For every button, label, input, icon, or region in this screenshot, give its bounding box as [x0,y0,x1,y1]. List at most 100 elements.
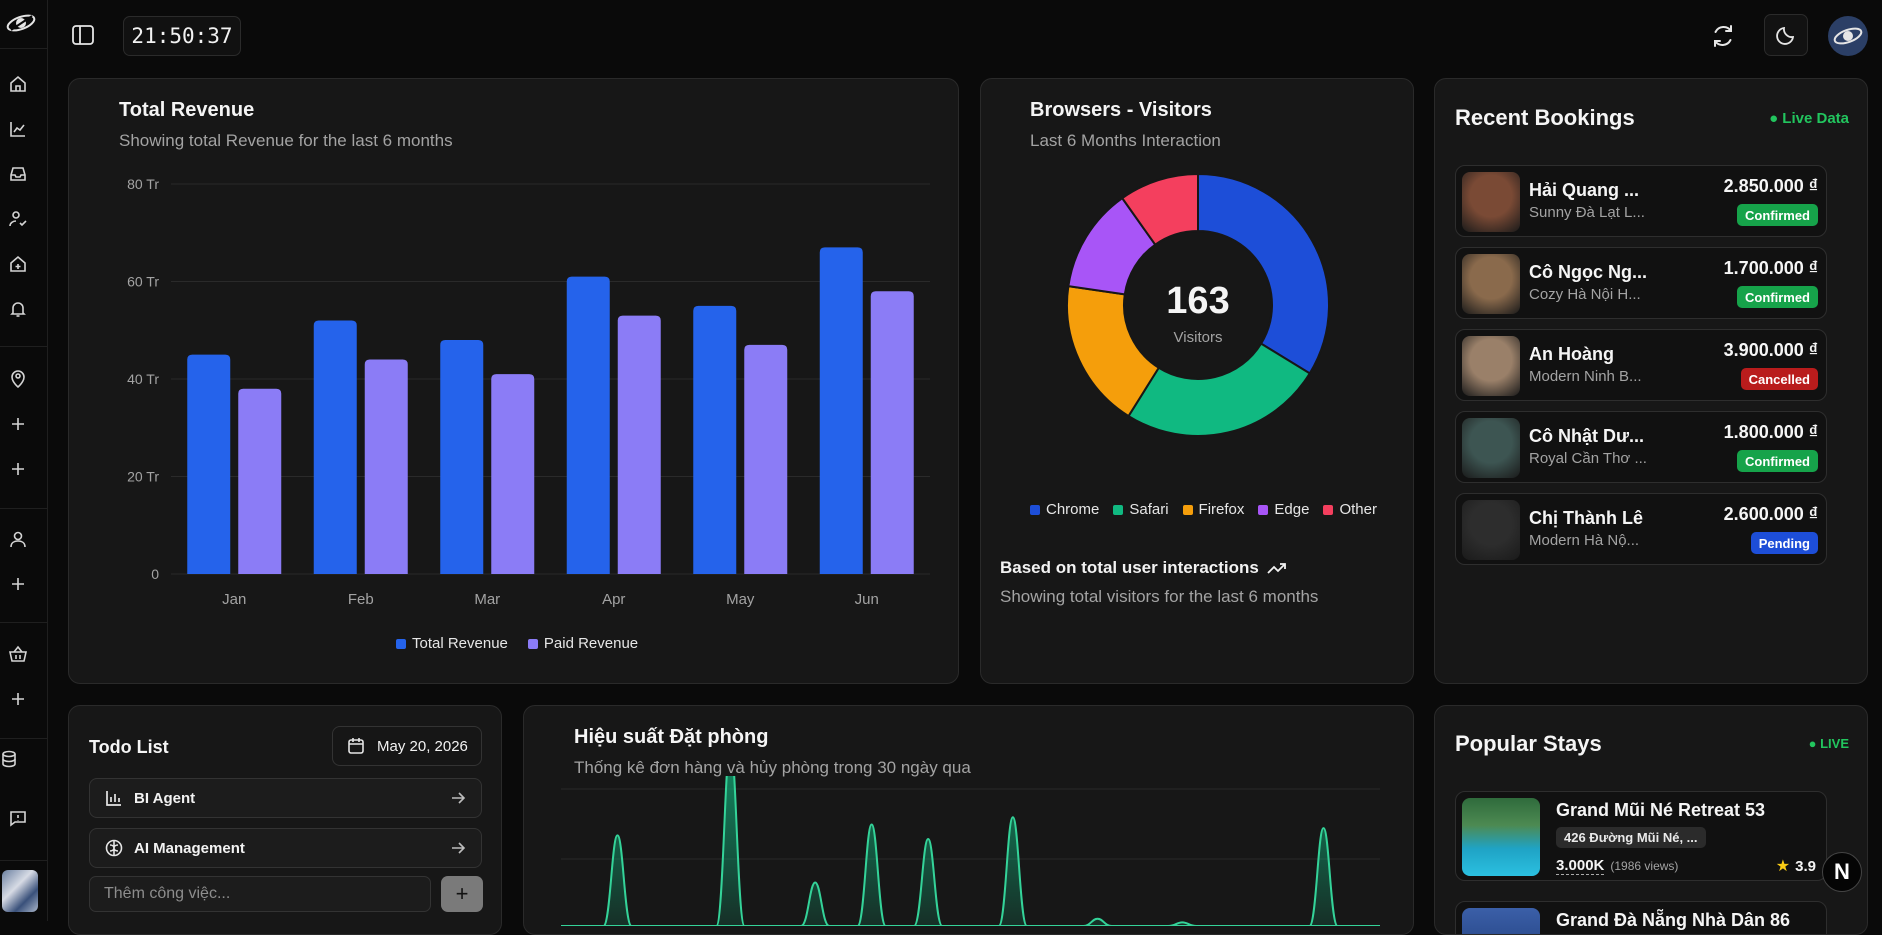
bell-icon[interactable] [6,297,30,321]
calendar-icon [348,738,364,754]
browsers-subtitle: Last 6 Months Interaction [1030,131,1221,150]
todo-item-label: AI Management [134,839,245,857]
bar-total-jun[interactable] [819,247,863,574]
performance-title: Hiệu suất Đặt phòng [574,726,769,748]
browsers-title: Browsers - Visitors [1030,99,1212,121]
performance-card: Hiệu suất Đặt phòng Thống kê đơn hàng và… [523,705,1414,935]
x-tick-label: Feb [348,591,374,608]
booking-item[interactable]: Cô Nhật Dư... Royal Cần Thơ ... 1.800.000 … [1455,411,1827,483]
sidebar-toggle-icon[interactable] [70,22,96,48]
bar-total-may[interactable] [693,305,737,574]
bar-paid-jan[interactable] [238,388,282,574]
bar-total-apr[interactable] [566,276,610,574]
booking-price: 1.800.000 ₫ [1723,422,1818,442]
revenue-bar-chart: 0 20 Tr 40 Tr 60 Tr 80 Tr Jan Feb Mar Apr May Jun [127,176,930,608]
bar-total-feb[interactable] [313,320,357,575]
plus-icon[interactable] [6,687,30,711]
plus-icon[interactable] [6,412,30,436]
theme-toggle-button[interactable] [1764,14,1808,56]
browsers-footer-title: Based on total user interactions [1000,558,1259,577]
legend-label: Firefox [1198,501,1245,518]
date-label: May 20, 2026 [377,737,468,755]
donut-slice-other[interactable] [1120,174,1199,247]
date-picker-button[interactable]: May 20, 2026 [332,726,482,766]
home-icon[interactable] [6,72,30,96]
galaxy-logo-icon[interactable] [4,10,38,36]
bar-paid-jun[interactable] [870,291,914,574]
map-pin-user-icon[interactable] [6,367,30,391]
bar-chart-icon [106,791,121,806]
message-square-icon[interactable] [6,806,30,830]
legend-label: Chrome [1046,501,1100,518]
orders-area-series[interactable] [561,776,1380,926]
stay-address: 426 Đường Mũi Né, ... [1556,827,1706,848]
legend-label: Paid Revenue [543,635,639,652]
refresh-icon[interactable] [1705,18,1741,54]
status-badge: Confirmed [1737,450,1818,472]
sidebar-divider [0,508,48,509]
stay-item[interactable]: Grand Đà Nẵng Nhà Dân 86 [1455,901,1827,934]
browsers-footer: Based on total user interactions [1000,558,1287,578]
house-plus-icon[interactable] [6,252,30,276]
bar-paid-may[interactable] [744,344,788,574]
legend-swatch [527,638,538,649]
guest-name: Hải Quang ... [1529,180,1640,200]
floating-action-button[interactable]: N [1822,852,1862,892]
bar-paid-mar[interactable] [491,374,535,574]
live-data-indicator: ● Live Data [1769,110,1849,127]
stay-price: 3.000K [1556,857,1605,875]
donut-slice-safari[interactable] [1127,342,1312,437]
x-tick-label: Apr [602,591,625,608]
booking-price: 2.850.000 ₫ [1723,176,1818,196]
guest-photo [1462,418,1520,478]
analytics-icon[interactable] [6,117,30,141]
stay-photo [1462,908,1540,934]
plus-icon[interactable] [6,457,30,481]
bar-total-jan[interactable] [187,354,231,574]
user-icon[interactable] [6,527,30,551]
stays-title: Popular Stays [1455,731,1602,756]
browsers-footer-sub: Showing total visitors for the last 6 mo… [1000,587,1319,606]
star-icon: ★ [1775,858,1791,875]
booking-item[interactable]: An Hoàng Modern Ninh B... 3.900.000 ₫ Cance… [1455,329,1827,401]
todo-item-bi-agent[interactable]: BI Agent [89,778,482,818]
popular-stays-card: Popular Stays ● LIVE Grand Mũi Né Retrea… [1434,705,1868,935]
booking-item[interactable]: Chị Thành Lê Modern Hà Nộ... 2.600.000 ₫ Pe… [1455,493,1827,565]
stay-item[interactable]: Grand Mũi Né Retreat 53 426 Đường Mũi Né… [1455,791,1827,881]
bar-total-mar[interactable] [440,340,484,574]
new-todo-input[interactable] [89,876,431,912]
status-badge: Confirmed [1737,286,1818,308]
booking-item[interactable]: Cô Ngọc Ng... Cozy Hà Nội H... 1.700.000 ₫… [1455,247,1827,319]
donut-slice-chrome[interactable] [1197,174,1330,375]
basket-icon[interactable] [6,642,30,666]
inbox-icon[interactable] [6,162,30,186]
browsers-donut-chart: 163 Visitors [1066,174,1330,437]
status-badge: Confirmed [1737,204,1818,226]
property-name: Modern Hà Nộ... [1529,532,1640,549]
plus-icon[interactable] [6,572,30,596]
todo-title: Todo List [89,737,169,757]
user-check-icon[interactable] [6,207,30,231]
property-name: Royal Cần Thơ ... [1529,450,1647,467]
y-tick-label: 80 Tr [127,176,159,192]
todo-item-ai-management[interactable]: AI Management [89,828,482,868]
profile-avatar[interactable] [1828,16,1868,56]
performance-area-chart [561,776,1380,926]
live-indicator: ● LIVE [1808,736,1849,751]
sidebar-divider [0,622,48,623]
stay-rating: ★ 3.9 [1776,856,1816,876]
database-icon[interactable] [0,747,21,771]
browsers-legend: Chrome Safari Firefox Edge Other [1030,501,1377,518]
guest-name: Chị Thành Lê [1529,508,1643,528]
bar-paid-apr[interactable] [617,315,661,574]
legend-swatch [1030,504,1040,515]
donut-center-label: Visitors [1174,329,1223,346]
bar-paid-feb[interactable] [364,359,408,575]
property-name: Cozy Hà Nội H... [1529,286,1641,303]
y-tick-label: 20 Tr [127,469,159,485]
legend-item-edge: Edge [1258,501,1309,518]
add-todo-button[interactable]: + [441,876,483,912]
user-avatar[interactable] [2,870,38,912]
sidebar [0,0,48,921]
booking-item[interactable]: Hải Quang ... Sunny Đà Lạt L... 2.850.000 … [1455,165,1827,237]
